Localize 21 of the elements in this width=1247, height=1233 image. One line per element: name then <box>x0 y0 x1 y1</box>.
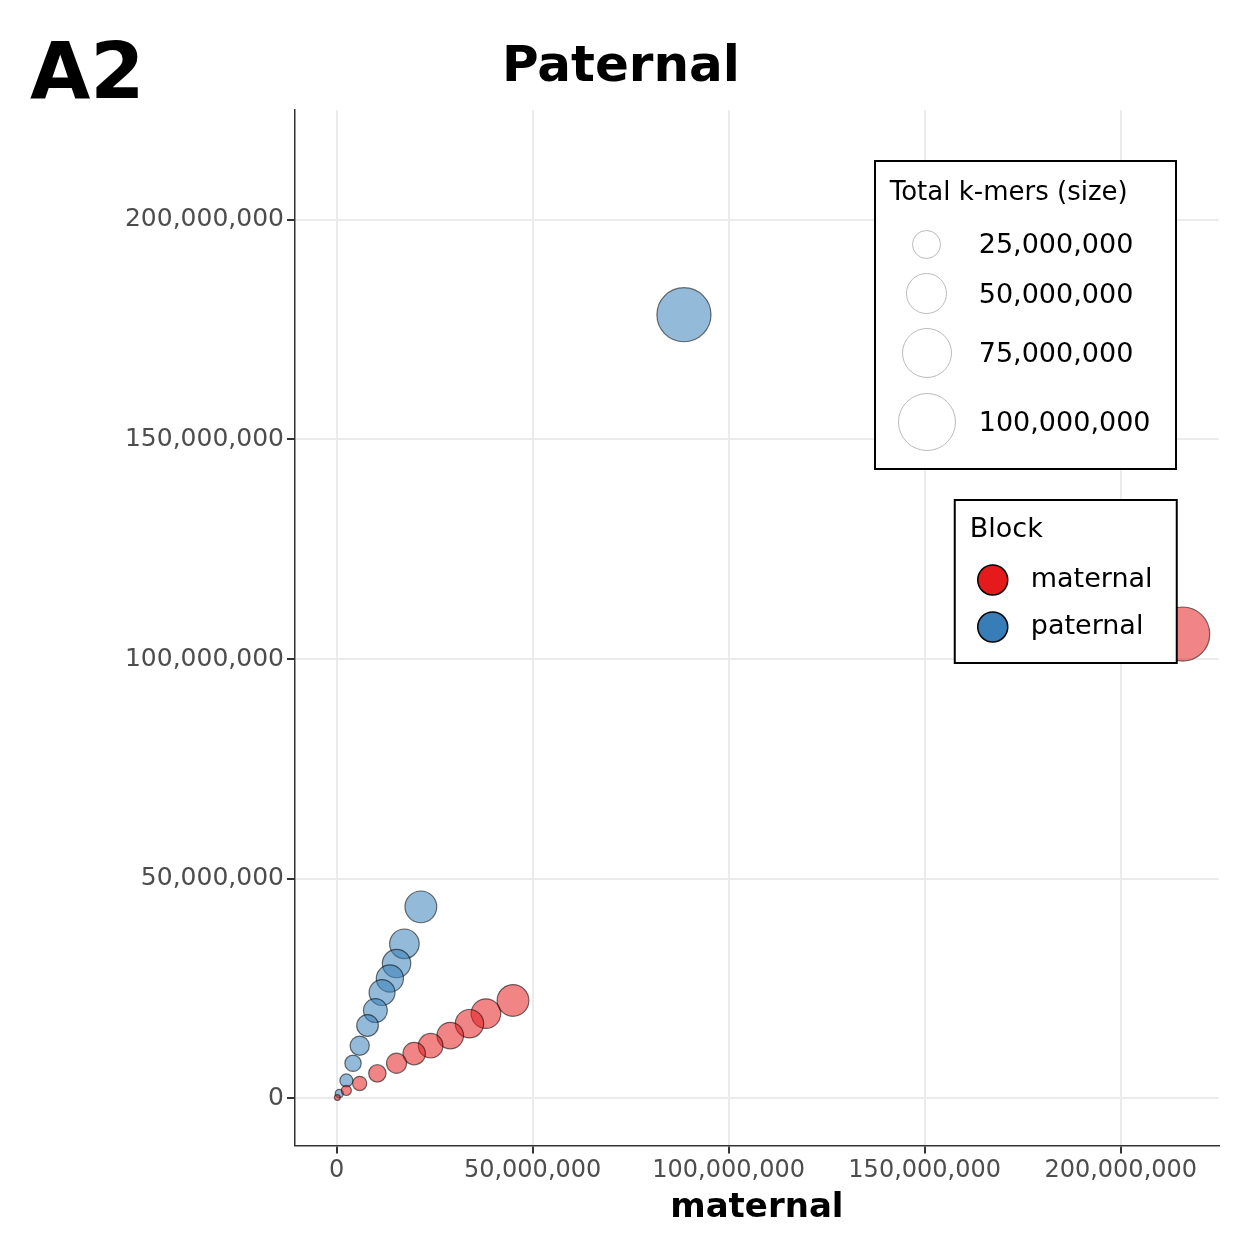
y-tick-label: 200,000,000 <box>124 203 284 233</box>
annotation: Total k-mers (size) <box>889 176 1128 206</box>
legend-label: 25,000,000 <box>978 227 1134 261</box>
x-tick-label: 0 <box>328 1155 345 1184</box>
chart-title: Paternal <box>502 34 740 93</box>
legend-label: 50,000,000 <box>978 277 1134 311</box>
y-tick-label: 150,000,000 <box>124 422 284 452</box>
x-tick-label: 100,000,000 <box>652 1155 805 1184</box>
x-tick-label: 150,000,000 <box>848 1155 1002 1184</box>
x-axis-title: maternal <box>670 1185 844 1226</box>
y-tick-label: 0 <box>268 1081 284 1111</box>
legend-label: 100,000,000 <box>978 405 1151 439</box>
y-tick-label: 100,000,000 <box>124 642 284 672</box>
legend-label: 75,000,000 <box>978 336 1134 370</box>
legend-label: paternal <box>1030 609 1144 641</box>
text: A2 <box>30 26 145 116</box>
x-tick-label: 200,000,000 <box>1044 1155 1198 1184</box>
legend-label: maternal <box>1030 562 1153 594</box>
x-tick-label: 50,000,000 <box>463 1155 602 1184</box>
legend-title: Block <box>969 512 1044 544</box>
y-tick-label: 50,000,000 <box>140 862 284 892</box>
